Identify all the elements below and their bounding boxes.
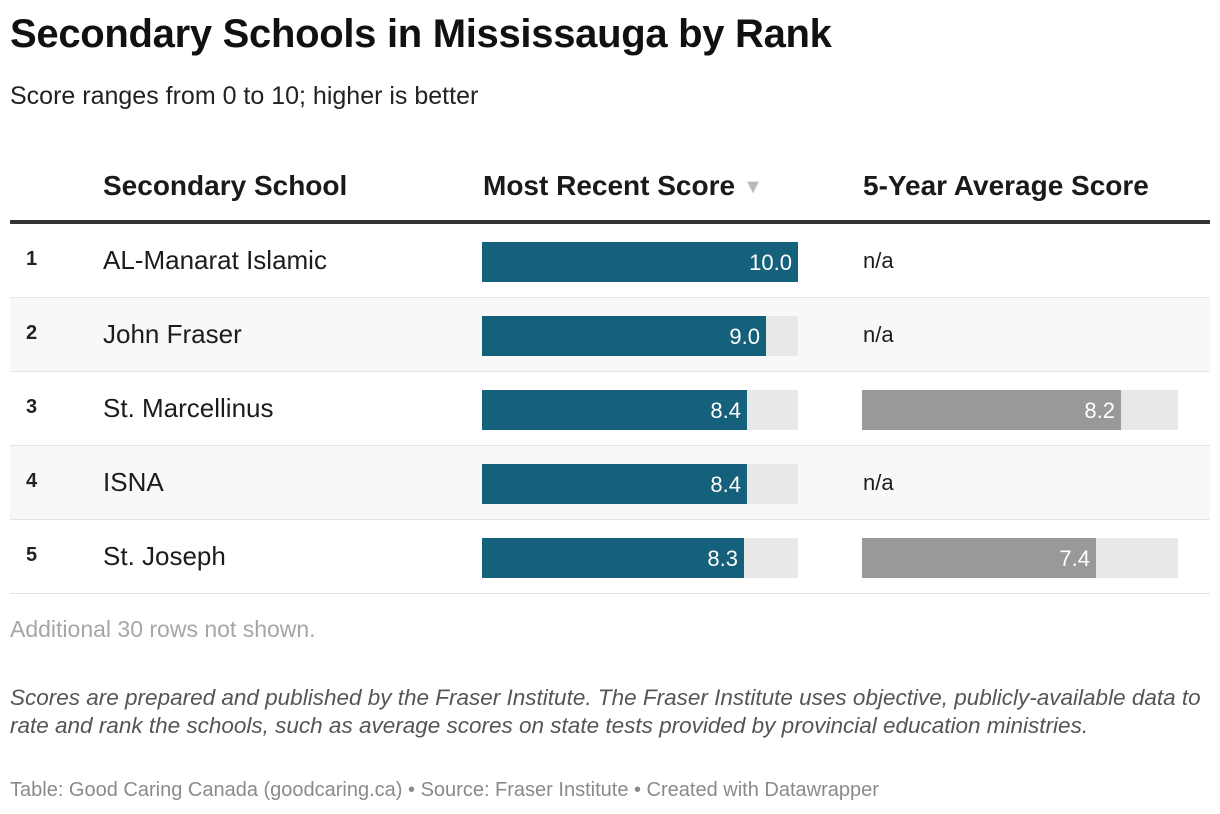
additional-rows-note: Additional 30 rows not shown. bbox=[10, 616, 316, 642]
school-name-cell: St. Joseph bbox=[103, 541, 226, 571]
recent-score-bar-track: 8.4 bbox=[482, 464, 798, 504]
table-body: 1 AL-Manarat Islamic 10.0 n/a 2 John Fraser 9.… bbox=[10, 224, 1210, 594]
chart-subtitle: Score ranges from 0 to 10; higher is bet… bbox=[10, 82, 479, 110]
recent-score-bar-track: 8.3 bbox=[482, 538, 798, 578]
average-score-label: 7.4 bbox=[1059, 546, 1090, 571]
table-row: 2 John Fraser 9.0 n/a bbox=[10, 298, 1210, 372]
average-score-na: n/a bbox=[863, 470, 894, 495]
recent-score-bar: 9.0 bbox=[482, 316, 766, 356]
average-score-na: n/a bbox=[863, 248, 894, 273]
header-secondary-school[interactable]: Secondary School bbox=[103, 170, 348, 201]
header-five-year-average[interactable]: 5-Year Average Score bbox=[863, 170, 1149, 201]
rank-cell: 2 bbox=[26, 322, 38, 344]
average-score-bar-track: 7.4 bbox=[862, 538, 1178, 578]
sort-descending-icon[interactable]: ▼ bbox=[743, 176, 763, 198]
recent-score-bar: 10.0 bbox=[482, 242, 798, 282]
school-name-cell: ISNA bbox=[103, 467, 164, 497]
average-score-na: n/a bbox=[863, 322, 894, 347]
table-row: 4 ISNA 8.4 n/a bbox=[10, 446, 1210, 520]
rank-cell: 1 bbox=[26, 248, 38, 270]
recent-score-label: 9.0 bbox=[729, 324, 760, 349]
rank-cell: 5 bbox=[26, 544, 38, 566]
recent-score-label: 8.4 bbox=[710, 398, 741, 423]
rank-cell: 3 bbox=[26, 396, 38, 418]
school-name-cell: AL-Manarat Islamic bbox=[103, 245, 327, 275]
recent-score-bar-track: 8.4 bbox=[482, 390, 798, 430]
recent-score-bar-track: 9.0 bbox=[482, 316, 798, 356]
chart-title: Secondary Schools in Mississauga by Rank bbox=[10, 12, 832, 56]
rank-cell: 4 bbox=[26, 470, 38, 492]
table-row: 3 St. Marcellinus 8.4 8.2 bbox=[10, 372, 1210, 446]
average-score-bar: 8.2 bbox=[862, 390, 1121, 430]
table-row: 1 AL-Manarat Islamic 10.0 n/a bbox=[10, 224, 1210, 298]
table-header: Secondary School Most Recent Score ▼ 5-Ye… bbox=[10, 160, 1210, 224]
table-row: 5 St. Joseph 8.3 7.4 bbox=[10, 520, 1210, 594]
recent-score-bar: 8.3 bbox=[482, 538, 744, 578]
recent-score-label: 8.3 bbox=[707, 546, 738, 571]
ranking-table: Secondary School Most Recent Score ▼ 5-Ye… bbox=[10, 160, 1210, 594]
school-name-cell: St. Marcellinus bbox=[103, 393, 274, 423]
header-most-recent-score-label: Most Recent Score bbox=[483, 170, 736, 201]
recent-score-bar: 8.4 bbox=[482, 464, 747, 504]
recent-score-label: 10.0 bbox=[749, 250, 792, 275]
recent-score-bar-track: 10.0 bbox=[482, 242, 798, 282]
methodology-note: Scores are prepared and published by the… bbox=[10, 685, 1201, 738]
school-name-cell: John Fraser bbox=[103, 319, 242, 349]
source-footer: Table: Good Caring Canada (goodcaring.ca… bbox=[10, 779, 879, 801]
header-most-recent-score[interactable]: Most Recent Score ▼ bbox=[483, 170, 763, 202]
average-score-bar: 7.4 bbox=[862, 538, 1096, 578]
recent-score-label: 8.4 bbox=[710, 472, 741, 497]
average-score-label: 8.2 bbox=[1084, 398, 1115, 423]
recent-score-bar: 8.4 bbox=[482, 390, 747, 430]
average-score-bar-track: 8.2 bbox=[862, 390, 1178, 430]
